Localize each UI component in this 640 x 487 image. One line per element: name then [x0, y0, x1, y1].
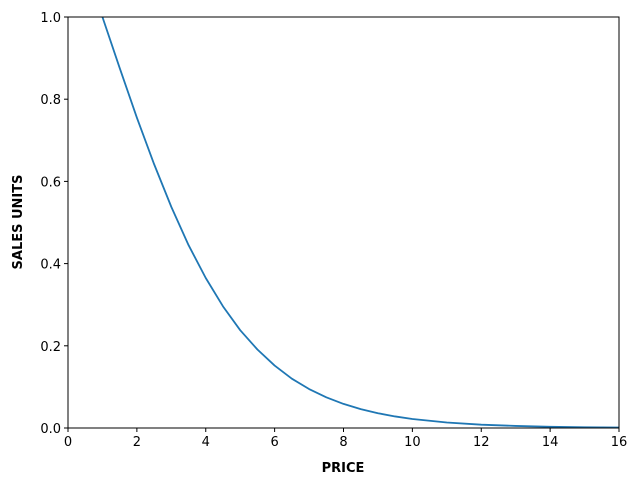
x-tick-label: 2: [133, 435, 141, 450]
plot-frame: [67, 16, 620, 429]
y-axis: 0.0 0.2 0.4 0.6 0.8 1.0: [40, 11, 68, 437]
y-tick-label: 0.8: [40, 93, 61, 108]
x-tick-label: 4: [202, 435, 210, 450]
x-tick-label: 10: [404, 435, 421, 450]
series-line: [101, 16, 620, 429]
x-tick-label: 6: [270, 435, 278, 450]
x-axis: 0 2 4 6 8 10 12 14 16: [64, 428, 627, 450]
x-tick-label: 12: [473, 435, 490, 450]
y-tick-label: 0.4: [40, 258, 61, 273]
x-tick-label: 14: [542, 435, 559, 450]
y-axis-label: SALES UNITS: [11, 175, 26, 270]
x-tick-label: 16: [611, 435, 628, 450]
series-layer: [101, 16, 620, 429]
y-tick-label: 0.0: [40, 422, 61, 437]
x-tick-label: 0: [64, 435, 72, 450]
y-tick-label: 1.0: [40, 11, 61, 26]
y-tick-label: 0.6: [40, 175, 61, 190]
x-tick-label: 8: [339, 435, 347, 450]
x-axis-label: PRICE: [322, 461, 365, 476]
y-tick-label: 0.2: [40, 340, 61, 355]
